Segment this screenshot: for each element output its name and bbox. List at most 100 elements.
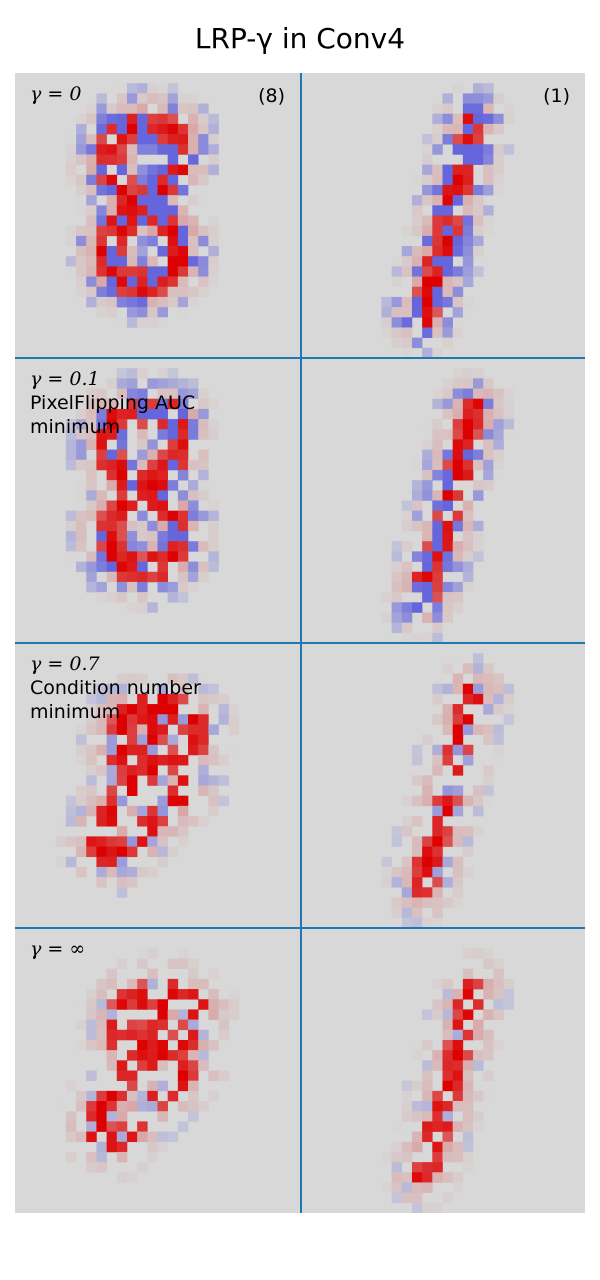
relevance-pixel bbox=[157, 83, 168, 94]
relevance-pixel bbox=[452, 215, 464, 226]
relevance-pixel bbox=[422, 1039, 433, 1051]
relevance-pixel bbox=[65, 531, 77, 542]
relevance-pixel bbox=[116, 378, 128, 389]
relevance-pixel bbox=[86, 765, 97, 776]
row-divider bbox=[15, 642, 585, 644]
relevance-pixel bbox=[462, 378, 474, 389]
relevance-pixel bbox=[116, 673, 128, 685]
relevance-pixel bbox=[391, 602, 403, 613]
relevance-pixel bbox=[493, 744, 504, 756]
relevance-pixel bbox=[432, 388, 443, 400]
relevance-pixel bbox=[188, 93, 199, 104]
relevance-pixel bbox=[473, 999, 484, 1010]
relevance-pixel bbox=[96, 510, 107, 522]
relevance-pixel bbox=[401, 1151, 413, 1163]
relevance-pixel bbox=[96, 846, 107, 858]
relevance-pixel bbox=[76, 744, 87, 756]
relevance-pixel bbox=[106, 724, 118, 735]
relevance-pixel bbox=[96, 1121, 107, 1132]
relevance-pixel bbox=[493, 184, 504, 196]
relevance-pixel bbox=[483, 113, 494, 125]
relevance-pixel bbox=[462, 225, 474, 237]
relevance-pixel bbox=[106, 449, 118, 461]
relevance-pixel bbox=[116, 469, 128, 481]
relevance-pixel bbox=[442, 317, 453, 328]
relevance-pixel bbox=[452, 144, 464, 155]
relevance-pixel bbox=[126, 1029, 138, 1041]
relevance-pixel bbox=[76, 246, 87, 257]
heatmap-cell: γ = 0.1 PixelFlipping AUC minimum bbox=[15, 358, 300, 643]
relevance-pixel bbox=[208, 1070, 219, 1081]
relevance-pixel bbox=[167, 164, 179, 176]
relevance-pixel bbox=[401, 632, 413, 643]
relevance-pixel bbox=[432, 836, 443, 847]
relevance-pixel bbox=[432, 805, 443, 817]
relevance-pixel bbox=[86, 134, 97, 145]
relevance-pixel bbox=[126, 704, 138, 715]
relevance-pixel bbox=[106, 296, 118, 308]
relevance-pixel bbox=[473, 103, 484, 115]
relevance-pixel bbox=[442, 1029, 453, 1041]
relevance-pixel bbox=[106, 1121, 118, 1132]
relevance-pixel bbox=[147, 459, 158, 471]
relevance-pixel bbox=[198, 266, 209, 277]
relevance-pixel bbox=[483, 469, 494, 481]
relevance-pixel bbox=[462, 388, 474, 400]
relevance-pixel bbox=[116, 225, 128, 237]
relevance-pixel bbox=[106, 846, 118, 858]
relevance-pixel bbox=[503, 419, 515, 430]
relevance-pixel bbox=[86, 286, 97, 298]
relevance-pixel bbox=[188, 510, 199, 522]
relevance-pixel bbox=[106, 398, 118, 410]
relevance-pixel bbox=[86, 469, 97, 481]
relevance-pixel bbox=[76, 531, 87, 542]
relevance-pixel bbox=[76, 1131, 87, 1143]
relevance-pixel bbox=[432, 1141, 443, 1153]
relevance-pixel bbox=[147, 1151, 158, 1163]
relevance-pixel bbox=[116, 368, 128, 379]
relevance-pixel bbox=[65, 1111, 77, 1122]
relevance-pixel bbox=[137, 408, 148, 420]
relevance-pixel bbox=[432, 602, 443, 613]
relevance-pixel bbox=[462, 195, 474, 206]
relevance-pixel bbox=[116, 439, 128, 450]
relevance-pixel bbox=[188, 256, 199, 267]
relevance-pixel bbox=[157, 846, 168, 858]
relevance-pixel bbox=[86, 266, 97, 277]
relevance-pixel bbox=[452, 134, 464, 145]
relevance-pixel bbox=[422, 632, 433, 643]
relevance-pixel bbox=[411, 246, 423, 257]
relevance-pixel bbox=[208, 1039, 219, 1051]
relevance-pixel bbox=[432, 907, 443, 919]
relevance-pixel bbox=[462, 174, 474, 186]
relevance-pixel bbox=[126, 134, 138, 145]
relevance-pixel bbox=[147, 805, 158, 817]
relevance-pixel bbox=[96, 123, 107, 135]
relevance-pixel bbox=[86, 1151, 97, 1163]
relevance-pixel bbox=[106, 1039, 118, 1051]
relevance-pixel bbox=[493, 989, 504, 1000]
relevance-pixel bbox=[157, 1039, 168, 1051]
relevance-pixel bbox=[483, 724, 494, 735]
relevance-pixel bbox=[493, 388, 504, 400]
relevance-pixel bbox=[116, 144, 128, 155]
relevance-pixel bbox=[126, 1080, 138, 1092]
relevance-pixel bbox=[96, 520, 107, 532]
relevance-pixel bbox=[208, 113, 219, 125]
relevance-pixel bbox=[177, 571, 189, 583]
relevance-pixel bbox=[401, 520, 413, 532]
relevance-pixel bbox=[422, 195, 433, 206]
relevance-pixel bbox=[76, 174, 87, 186]
relevance-pixel bbox=[442, 276, 453, 288]
relevance-pixel bbox=[147, 846, 158, 858]
relevance-pixel bbox=[198, 144, 209, 155]
relevance-pixel bbox=[126, 1019, 138, 1031]
relevance-pixel bbox=[452, 246, 464, 257]
relevance-pixel bbox=[452, 164, 464, 176]
relevance-pixel bbox=[401, 866, 413, 878]
relevance-pixel bbox=[96, 989, 107, 1000]
relevance-pixel bbox=[96, 296, 107, 308]
relevance-pixel bbox=[65, 856, 77, 868]
relevance-pixel bbox=[462, 164, 474, 176]
relevance-pixel bbox=[188, 378, 199, 389]
